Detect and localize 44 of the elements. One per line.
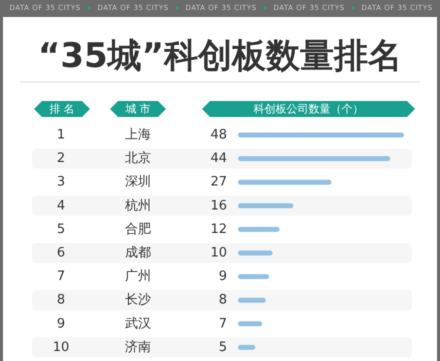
bar [238, 156, 390, 162]
y-tick-label: 长沙 [125, 292, 151, 308]
y-tick-label: 济南 [125, 340, 151, 355]
bar [238, 344, 256, 350]
x-axis-title: 科创板公司数量（个） [254, 102, 364, 116]
data-label: 8 [218, 292, 227, 308]
data-label: 27 [210, 174, 227, 190]
text: 1 [56, 128, 66, 142]
text: 2 [56, 151, 66, 166]
y-tick-label: 成都 [125, 246, 151, 260]
data-label: 12 [210, 222, 227, 237]
y-tick-label: 合肥 [125, 222, 151, 237]
y-tick-label: 深圳 [125, 174, 151, 190]
data-label: 44 [210, 151, 227, 166]
y-tick-label: 武汉 [125, 316, 151, 332]
data-label: 9 [218, 269, 227, 284]
data-label: 48 [210, 128, 227, 142]
text: 10 [52, 340, 70, 355]
chart-title: “35城”科创板数量排名 [38, 36, 402, 76]
bar [238, 298, 266, 303]
text: 城 市 [124, 102, 151, 116]
data-label: 7 [218, 316, 227, 332]
data-label: 16 [210, 198, 227, 214]
bar [238, 132, 404, 138]
text: 6 [56, 246, 66, 260]
bar [238, 274, 270, 280]
y-tick-label: 北京 [125, 151, 151, 166]
text: 5 [56, 222, 66, 237]
text: 7 [56, 269, 66, 284]
bar [238, 321, 262, 326]
data-label: 10 [210, 246, 227, 260]
text: 9 [56, 316, 66, 332]
y-tick-label: 上海 [125, 128, 151, 142]
data-label: 5 [218, 340, 227, 355]
y-tick-label: 广州 [125, 269, 151, 284]
bar [238, 250, 273, 256]
text: 8 [56, 292, 66, 308]
text: 排 名 [49, 102, 75, 116]
bar [238, 203, 294, 208]
bar [238, 180, 332, 185]
y-tick-label: 杭州 [124, 198, 151, 214]
text: 3 [56, 174, 66, 190]
bar [238, 226, 280, 232]
text: 4 [56, 198, 66, 214]
